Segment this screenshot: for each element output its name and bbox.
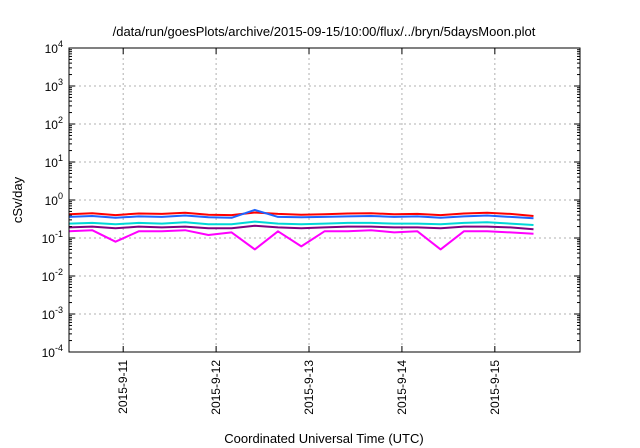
y-tick-label: 10-3 bbox=[42, 305, 63, 322]
series-line-4 bbox=[68, 224, 534, 231]
series-line-1 bbox=[68, 211, 534, 217]
x-axis-label: Coordinated Universal Time (UTC) bbox=[224, 431, 423, 446]
series-line-5 bbox=[68, 229, 534, 251]
x-tick-label: 2015-9-13 bbox=[302, 360, 316, 415]
x-tick-label: 2015-9-14 bbox=[395, 360, 409, 415]
x-tick-label: 2015-9-11 bbox=[116, 360, 130, 414]
y-tick-label: 104 bbox=[45, 39, 63, 56]
y-tick-label: 100 bbox=[45, 191, 63, 208]
series-line-2 bbox=[68, 208, 534, 220]
y-tick-label: 10-2 bbox=[42, 267, 63, 284]
chart-title: /data/run/goesPlots/archive/2015-09-15/1… bbox=[113, 24, 536, 39]
x-tick-label: 2015-9-12 bbox=[209, 360, 223, 415]
y-axis: 10-4 10-3 10-2 10-1 100 101 102 103 104 bbox=[42, 39, 580, 360]
grid bbox=[69, 47, 580, 353]
series-line-3 bbox=[68, 220, 534, 226]
x-tick-label: 2015-9-15 bbox=[488, 360, 502, 415]
y-axis-label: cSv/day bbox=[10, 176, 25, 223]
y-tick-label: 10-1 bbox=[42, 229, 63, 246]
y-tick-label: 101 bbox=[45, 153, 63, 170]
x-axis: 2015-9-11 2015-9-12 2015-9-13 2015-9-14 2015… bbox=[116, 48, 502, 415]
y-tick-label: 10-4 bbox=[42, 343, 63, 360]
y-tick-label: 102 bbox=[45, 115, 63, 132]
y-tick-label: 103 bbox=[45, 77, 63, 94]
series-layer bbox=[68, 208, 534, 251]
